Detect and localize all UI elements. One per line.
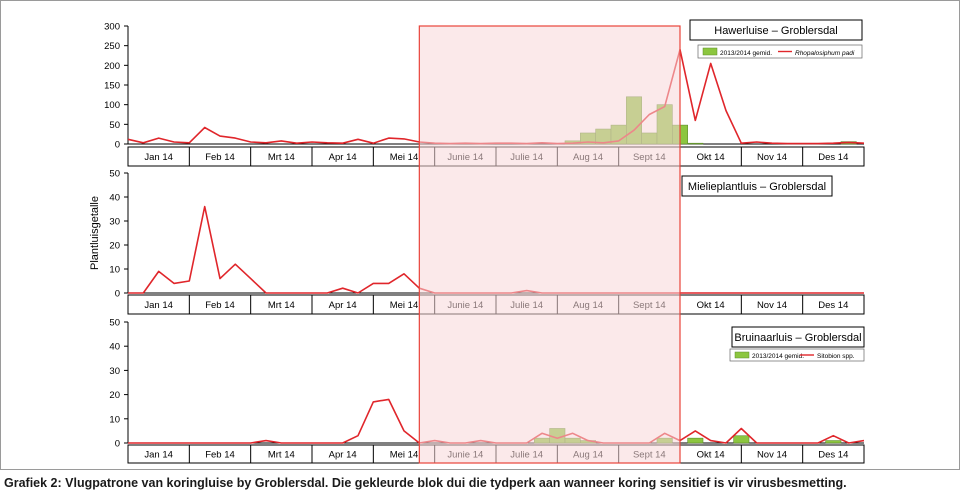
y-tick-label: 150 <box>104 81 120 92</box>
bar <box>687 437 704 444</box>
bar <box>687 142 704 145</box>
y-axis-label: Plantluisgetalle <box>89 196 101 270</box>
month-label: Mei 14 <box>390 450 419 461</box>
figure-caption: Grafiek 2: Vlugpatrone van koringluise b… <box>4 476 956 490</box>
month-label: Feb 14 <box>205 450 235 461</box>
month-label: Feb 14 <box>205 152 235 163</box>
month-label: Mrt 14 <box>268 450 295 461</box>
bar <box>825 440 842 444</box>
y-tick-label: 10 <box>109 265 120 276</box>
month-label: Nov 14 <box>757 300 787 311</box>
y-tick-label: 20 <box>109 390 120 401</box>
y-tick-label: 50 <box>109 169 120 180</box>
figure-border <box>0 0 960 470</box>
month-label: Des 14 <box>818 300 848 311</box>
month-label: Apr 14 <box>329 300 357 311</box>
chart-title-box <box>689 19 863 41</box>
legend-line-label: Rhopalosiphum padi <box>795 50 855 57</box>
chart-title-box <box>731 326 865 348</box>
y-tick-label: 0 <box>115 439 120 450</box>
y-tick-label: 200 <box>104 61 120 72</box>
caption-text: Vlugpatrone van koringluise by Groblersd… <box>65 476 847 490</box>
month-label: Jan 14 <box>144 152 173 163</box>
y-tick-label: 20 <box>109 241 120 252</box>
month-label: Okt 14 <box>697 450 725 461</box>
y-tick-label: 0 <box>115 140 120 151</box>
month-label: Mei 14 <box>390 300 419 311</box>
month-label: Okt 14 <box>697 152 725 163</box>
month-label: Apr 14 <box>329 152 357 163</box>
y-tick-label: 40 <box>109 342 120 353</box>
y-tick-label: 250 <box>104 41 120 52</box>
chart-title: Mielieplantluis – Groblersdal <box>688 181 826 193</box>
month-label: Mei 14 <box>390 152 419 163</box>
month-label: Nov 14 <box>757 152 787 163</box>
legend-bar-label: 2013/2014 gemid. <box>720 50 772 57</box>
sensitive-period-block <box>418 25 681 464</box>
month-label: Mrt 14 <box>268 300 295 311</box>
y-tick-label: 30 <box>109 217 120 228</box>
chart-title-box <box>681 175 833 197</box>
legend-bar-swatch <box>734 351 750 359</box>
month-label: Mrt 14 <box>268 152 295 163</box>
legend-line-label: Sitobion spp. <box>817 353 855 360</box>
month-label: Des 14 <box>818 152 848 163</box>
y-tick-label: 100 <box>104 100 120 111</box>
y-tick-label: 40 <box>109 193 120 204</box>
month-label: Nov 14 <box>757 450 787 461</box>
month-label: Jan 14 <box>144 450 173 461</box>
legend-bar-swatch <box>702 47 718 56</box>
caption-lead: Grafiek 2: <box>4 476 62 490</box>
month-label: Feb 14 <box>205 300 235 311</box>
legend-box <box>729 348 865 362</box>
y-tick-label: 300 <box>104 22 120 33</box>
y-tick-label: 30 <box>109 366 120 377</box>
month-label: Des 14 <box>818 450 848 461</box>
bar <box>733 435 750 444</box>
month-label: Jan 14 <box>144 300 173 311</box>
y-tick-label: 50 <box>109 318 120 329</box>
figure-frame: 0 50 100 150 200 250 300 Jan 14 Feb 14 Mrt 14 Apr … <box>0 0 960 470</box>
y-tick-label: 50 <box>109 120 120 131</box>
chart-title: Hawerluise – Groblersdal <box>714 25 838 37</box>
y-tick-label: 0 <box>115 289 120 300</box>
month-label: Okt 14 <box>697 300 725 311</box>
y-tick-label: 10 <box>109 414 120 425</box>
chart-title: Bruinaarluis – Groblersdal <box>734 332 861 344</box>
month-label: Apr 14 <box>329 450 357 461</box>
legend-bar-label: 2013/2014 gemid. <box>752 353 804 360</box>
